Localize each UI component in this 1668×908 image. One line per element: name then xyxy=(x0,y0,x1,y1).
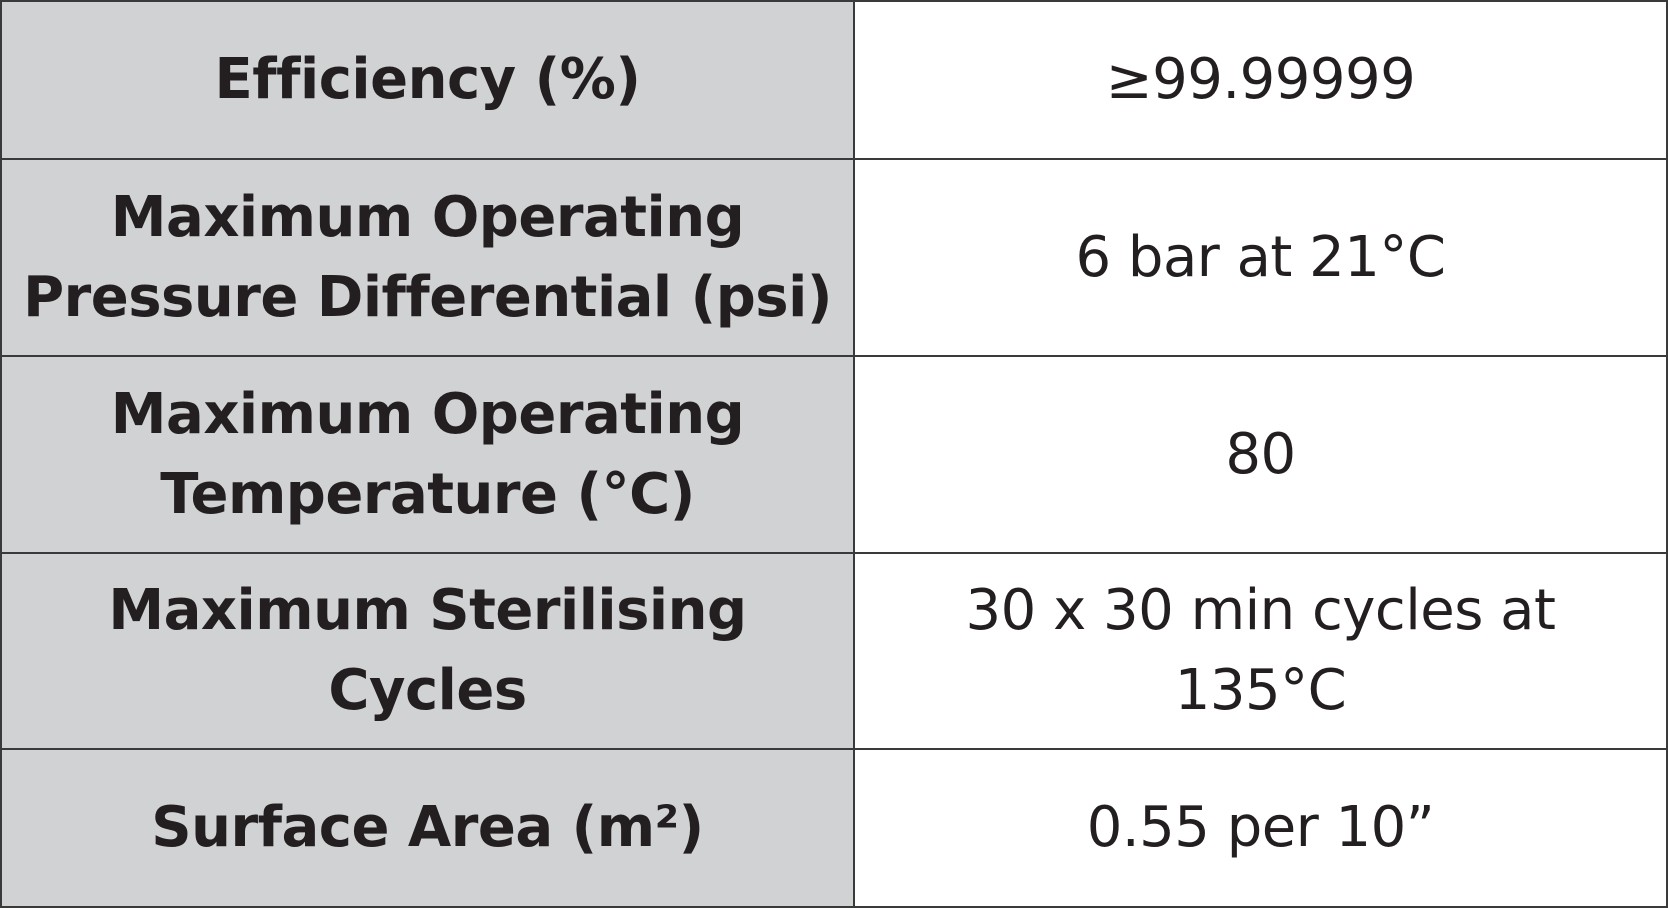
spec-label-surface-area: Surface Area (m²) xyxy=(0,748,855,908)
value-line: 30 x 30 min cycles at xyxy=(965,578,1556,643)
label-line: Maximum Operating xyxy=(110,184,745,250)
table-row: Maximum Sterilising Cycles 30 x 30 min c… xyxy=(0,552,1668,750)
spec-value-max-pressure-differential: 6 bar at 21°C xyxy=(853,158,1668,357)
label-line: Maximum Sterilising xyxy=(108,578,747,643)
value-line: 80 xyxy=(1225,421,1296,487)
label-line: Cycles xyxy=(328,658,527,723)
label-line: Temperature (°C) xyxy=(160,461,695,527)
spec-value-max-temperature: 80 xyxy=(853,355,1668,554)
spec-label-max-temperature: Maximum Operating Temperature (°C) xyxy=(0,355,855,554)
value-line: 0.55 per 10” xyxy=(1086,795,1435,860)
label-line: Efficiency (%) xyxy=(214,47,641,112)
value-line: ≥99.99999 xyxy=(1105,47,1416,112)
label-line: Pressure Differential (psi) xyxy=(23,264,832,330)
label-line: Surface Area (m²) xyxy=(151,795,704,860)
spec-label-max-pressure-differential: Maximum Operating Pressure Differential … xyxy=(0,158,855,357)
spec-label-efficiency: Efficiency (%) xyxy=(0,0,855,160)
table-row: Maximum Operating Pressure Differential … xyxy=(0,158,1668,357)
spec-value-max-sterilising-cycles: 30 x 30 min cycles at 135°C xyxy=(853,552,1668,750)
table-row: Surface Area (m²) 0.55 per 10” xyxy=(0,748,1668,908)
table-row: Efficiency (%) ≥99.99999 xyxy=(0,0,1668,160)
spec-value-efficiency: ≥99.99999 xyxy=(853,0,1668,160)
table-row: Maximum Operating Temperature (°C) 80 xyxy=(0,355,1668,554)
spec-value-surface-area: 0.55 per 10” xyxy=(853,748,1668,908)
label-line: Maximum Operating xyxy=(110,381,745,447)
value-line: 135°C xyxy=(1174,658,1347,723)
value-line: 6 bar at 21°C xyxy=(1075,224,1446,290)
spec-label-max-sterilising-cycles: Maximum Sterilising Cycles xyxy=(0,552,855,750)
